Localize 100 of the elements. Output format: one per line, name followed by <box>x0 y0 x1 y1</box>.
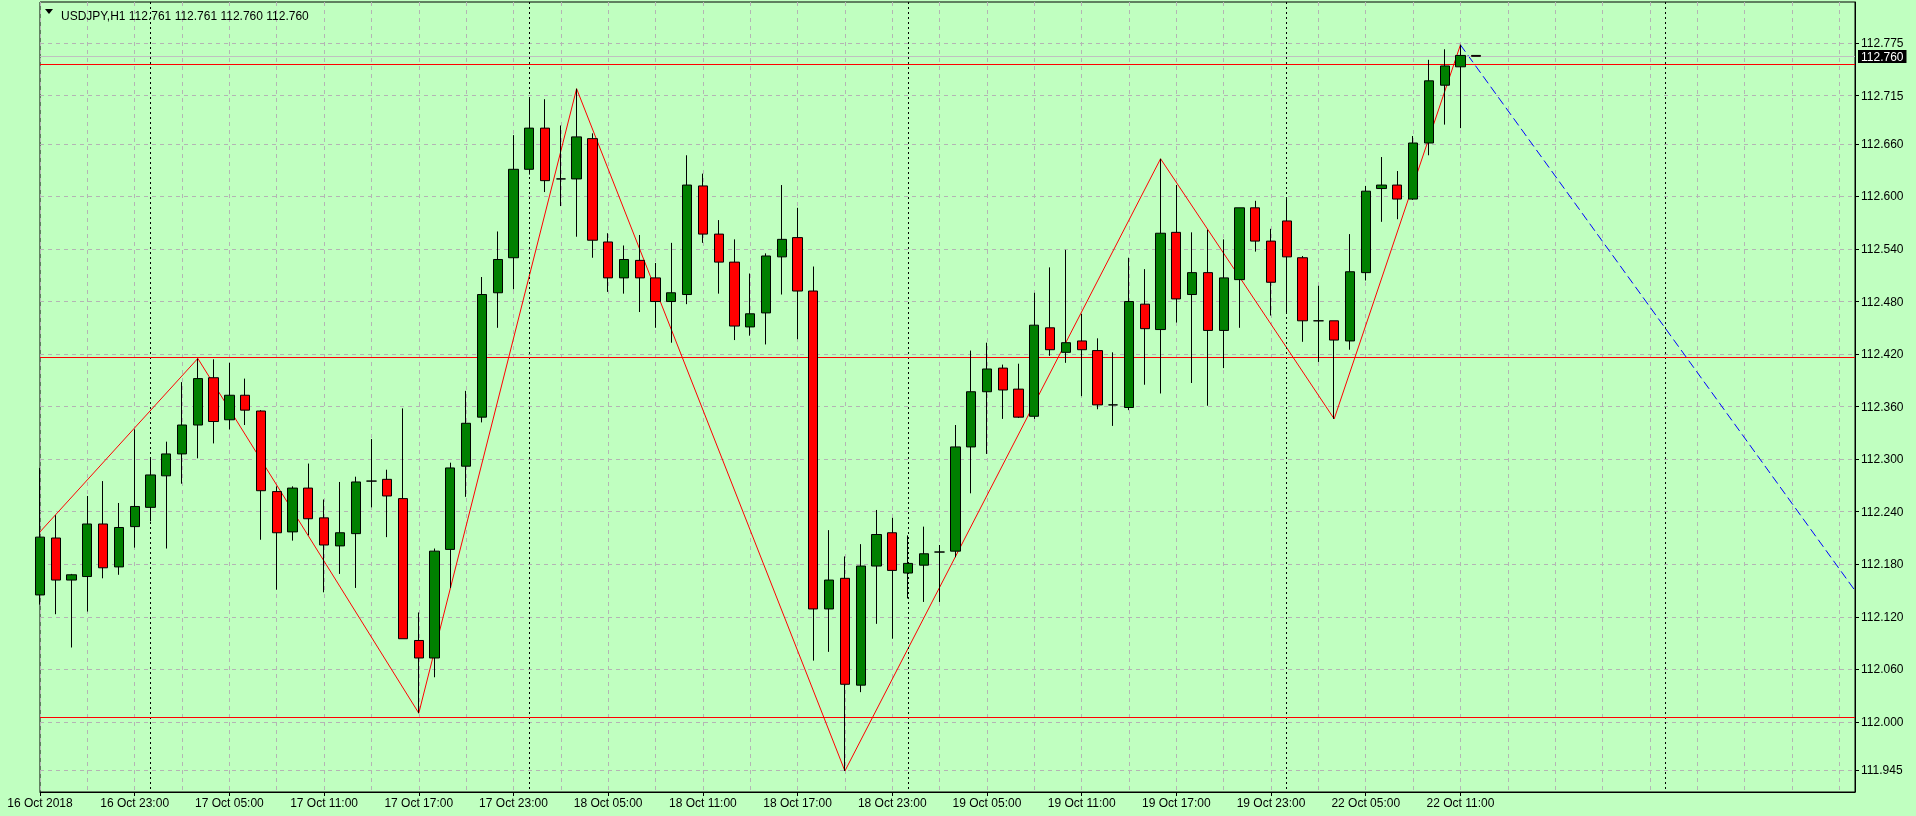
x-tick-label: 16 Oct 23:00 <box>100 796 170 810</box>
candlestick <box>729 238 740 341</box>
x-tick-label: 18 Oct 11:00 <box>668 796 738 810</box>
candlestick <box>714 219 724 295</box>
x-tick-label: 19 Oct 23:00 <box>1236 796 1306 810</box>
candlestick <box>1250 200 1260 253</box>
x-tick-label: 22 Oct 11:00 <box>1426 796 1495 810</box>
x-tick-label: 19 Oct 11:00 <box>1047 796 1116 810</box>
candlestick <box>761 252 771 345</box>
y-tick-label: 112.420 <box>1861 347 1904 362</box>
y-tick-label: 111.945 <box>1861 763 1903 778</box>
candlestick <box>1013 363 1024 419</box>
y-tick-label: 112.540 <box>1861 241 1904 256</box>
candlestick <box>871 509 882 625</box>
candlestick <box>556 124 566 207</box>
candlestick <box>650 262 661 329</box>
candlestick <box>777 184 787 296</box>
candlestick <box>429 548 440 678</box>
candlestick <box>98 480 108 579</box>
x-tick-label: 19 Oct 05:00 <box>952 796 1022 810</box>
candlestick <box>1219 238 1229 369</box>
candlestick <box>603 232 613 293</box>
candlestick <box>177 381 187 485</box>
candlestick <box>745 273 755 337</box>
candlestick <box>66 573 77 648</box>
candlestick <box>240 378 250 426</box>
candlestick <box>1171 184 1181 324</box>
candlestick <box>335 481 345 575</box>
candlestick <box>224 362 235 430</box>
candlestick <box>319 498 329 593</box>
candlestick <box>934 544 945 603</box>
x-tick-label: 18 Oct 05:00 <box>573 796 643 810</box>
y-tick-label: 112.180 <box>1861 557 1904 572</box>
candlestick <box>1297 255 1308 343</box>
candlestick <box>508 134 519 290</box>
candlestick <box>51 514 61 615</box>
x-tick-label: 18 Oct 23:00 <box>857 796 927 810</box>
candlestick <box>919 526 929 603</box>
candlestick <box>1234 207 1245 329</box>
y-tick-label: 112.060 <box>1861 662 1904 677</box>
y-tick-label: 112.715 <box>1861 88 1904 103</box>
candlestick <box>950 424 961 558</box>
candlestick <box>1440 48 1450 126</box>
candlestick <box>114 502 124 576</box>
candlestick <box>998 364 1008 420</box>
candlestick <box>161 441 171 550</box>
candlestick <box>477 276 487 423</box>
candlestick <box>1108 351 1118 427</box>
candlestick <box>1361 185 1371 282</box>
x-tick-label: 19 Oct 17:00 <box>1141 796 1212 810</box>
candlestick <box>824 529 834 653</box>
candlestick <box>1124 257 1134 411</box>
x-tick-label: 17 Oct 11:00 <box>290 796 359 810</box>
candlestick <box>1266 228 1276 317</box>
x-tick-label: 17 Oct 23:00 <box>479 796 549 810</box>
candlestick <box>382 469 392 538</box>
candlestick <box>398 407 408 640</box>
candlestick <box>571 88 582 238</box>
candlestick <box>1455 44 1466 129</box>
candlestick <box>1155 158 1166 394</box>
candlestick <box>1392 170 1402 220</box>
candlestick <box>1424 59 1434 156</box>
candlestick <box>698 173 708 244</box>
candlestick <box>414 611 424 714</box>
y-tick-label: 112.660 <box>1861 136 1904 151</box>
candlestick <box>524 96 534 176</box>
candlestick <box>1029 292 1039 420</box>
candlestick <box>193 357 203 459</box>
candlestick <box>1408 135 1418 201</box>
y-tick-label: 112.240 <box>1861 504 1904 519</box>
candlestick <box>351 476 361 589</box>
text: USDJPY,H1 112.761 112.761 112.760 112.760 <box>61 9 310 23</box>
candlestick <box>1471 54 1481 57</box>
candlestick <box>540 98 550 193</box>
ref-line-label: 112.760 <box>1861 49 1904 64</box>
candlestick <box>272 485 282 591</box>
candlestick <box>82 495 92 613</box>
candlestick <box>982 342 992 455</box>
candlestick <box>856 543 866 693</box>
candlestick <box>366 438 377 508</box>
x-tick-label: 18 Oct 17:00 <box>763 796 833 810</box>
candlestick <box>666 242 676 344</box>
candlestick <box>966 350 976 494</box>
candlestick <box>635 234 645 313</box>
candlestick <box>1345 233 1355 351</box>
candlestick <box>493 230 503 329</box>
candlestick <box>792 207 803 340</box>
y-tick-label: 112.480 <box>1861 294 1904 309</box>
candlestick <box>287 485 298 542</box>
y-tick-label: 112.000 <box>1861 714 1904 729</box>
candlestick <box>1376 156 1387 223</box>
candlestick <box>256 409 266 541</box>
candlestick <box>887 517 897 640</box>
candlestick <box>1313 285 1324 363</box>
candlestick <box>303 463 313 536</box>
y-tick-label: 112.600 <box>1861 189 1904 204</box>
candlestick <box>130 428 140 549</box>
x-tick-label: 22 Oct 05:00 <box>1331 796 1401 810</box>
candlestick <box>587 132 598 259</box>
candlestick <box>682 154 692 305</box>
